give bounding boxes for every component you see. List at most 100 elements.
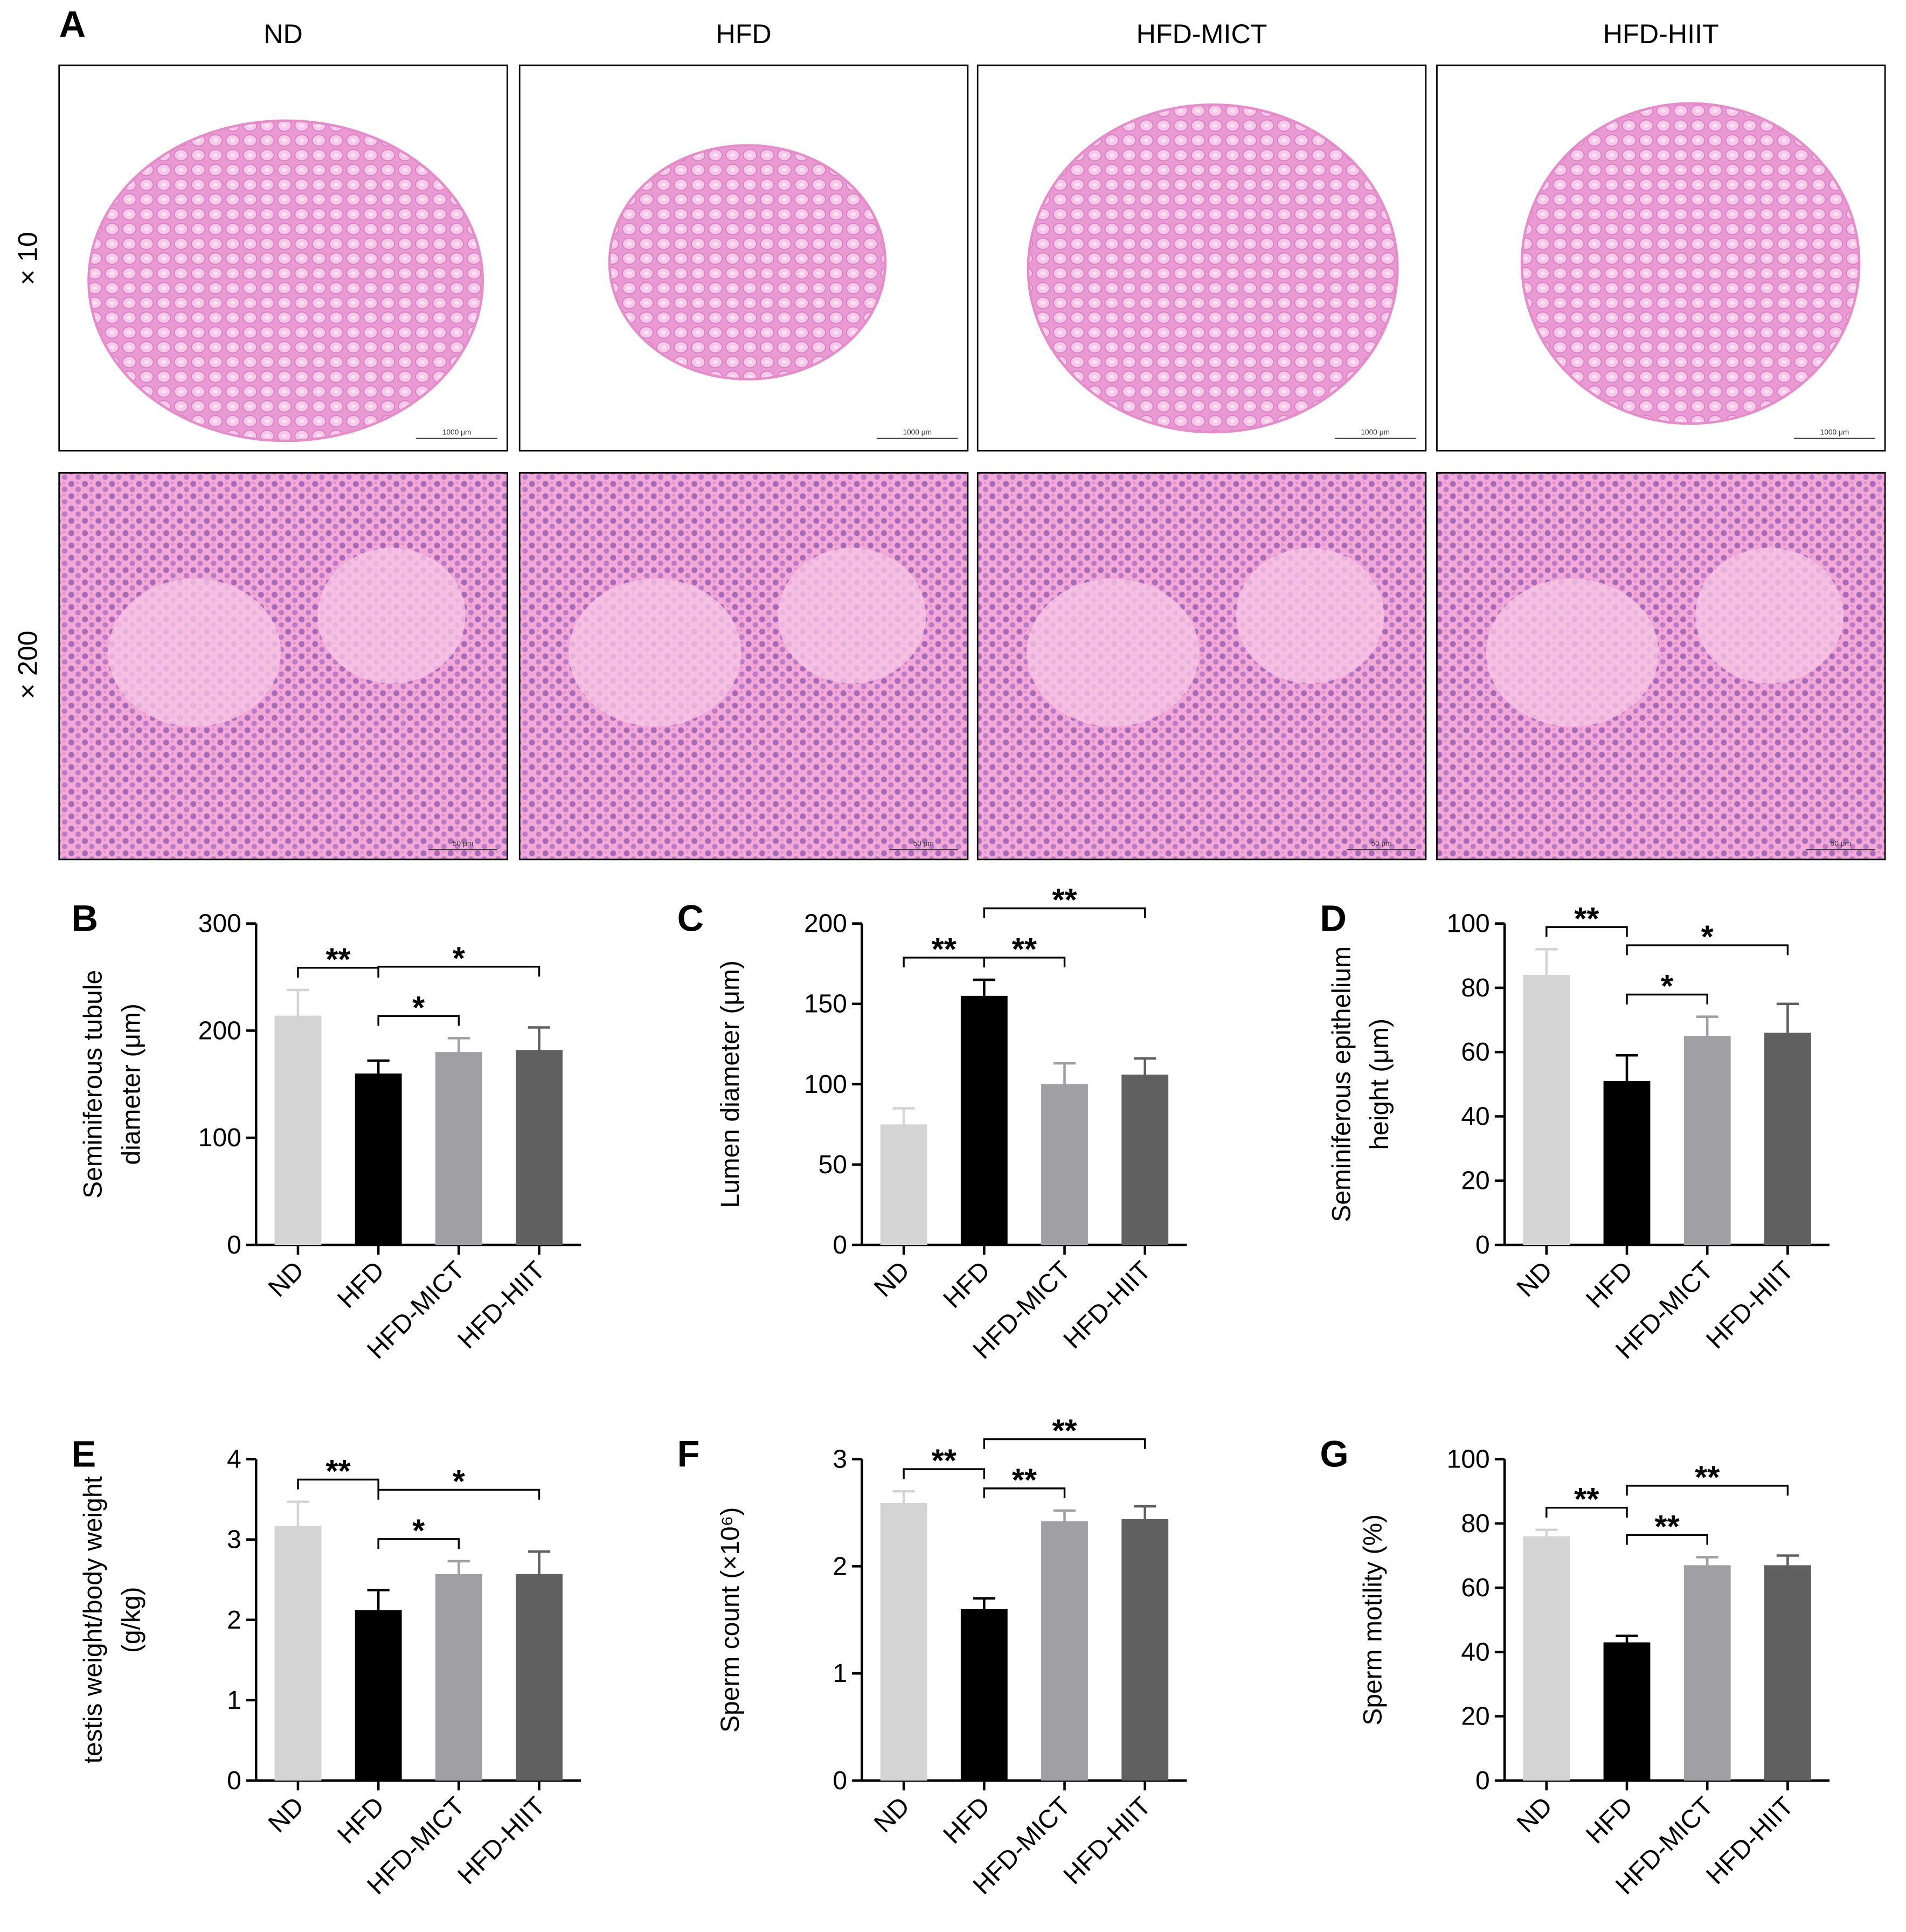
y-axis-label: Seminiferous epithelium	[1327, 946, 1356, 1222]
bar	[516, 1574, 563, 1781]
bar	[1764, 1033, 1811, 1245]
x-tick-label: HFD-HIIT	[1701, 1792, 1799, 1891]
column-label: HFD-HIIT	[1603, 19, 1719, 49]
bar	[1121, 1519, 1169, 1781]
column-label: HFD-MICT	[1136, 19, 1267, 49]
significance-label: *	[453, 940, 466, 976]
y-tick-label: 100	[804, 1070, 847, 1099]
bar	[880, 1503, 927, 1781]
bar	[1041, 1084, 1088, 1245]
significance-label: **	[325, 1453, 351, 1489]
significance-bracket	[983, 957, 1066, 968]
y-tick-label: 20	[1461, 1167, 1489, 1195]
x-tick-label: HFD-HIIT	[1701, 1256, 1799, 1355]
y-tick-label: 2	[833, 1552, 847, 1581]
y-axis-label: Seminiferous tubule	[79, 970, 108, 1199]
significance-bracket	[1545, 1506, 1628, 1518]
scale-label: 1000 μm	[903, 428, 932, 437]
significance-bracket	[1545, 926, 1628, 937]
scale-label: 1000 μm	[442, 428, 472, 437]
significance-label: **	[932, 931, 957, 967]
y-tick-label: 1	[833, 1659, 847, 1688]
y-tick-label: 3	[833, 1445, 847, 1474]
x-tick-label: HFD-HIIT	[1058, 1256, 1157, 1355]
y-tick-label: 200	[198, 1016, 241, 1045]
y-tick-label: 0	[833, 1767, 847, 1795]
x-tick-label: HFD-HIIT	[1058, 1792, 1157, 1891]
bar	[274, 1526, 322, 1781]
tubule-lumen	[1236, 548, 1384, 684]
significance-label: *	[412, 1512, 425, 1548]
significance-bracket	[983, 1487, 1066, 1499]
significance-label: *	[453, 1463, 466, 1499]
significance-bracket	[377, 966, 540, 977]
x-tick-label: HFD-HIIT	[452, 1792, 551, 1891]
row-label: × 10	[13, 232, 43, 285]
significance-label: **	[1052, 1412, 1077, 1449]
bar	[355, 1610, 402, 1781]
y-tick-label: 0	[1475, 1231, 1490, 1259]
y-tick-label: 40	[1461, 1102, 1489, 1131]
bar	[1041, 1521, 1088, 1781]
column-label: ND	[264, 19, 303, 49]
scale-label: 50 μm	[453, 840, 473, 848]
bar	[960, 995, 1008, 1245]
scale-label: 1000 μm	[1820, 428, 1849, 437]
y-tick-label: 60	[1461, 1038, 1489, 1067]
bar	[1523, 1536, 1570, 1781]
tissue-section	[1520, 102, 1861, 425]
tissue-section	[87, 119, 484, 442]
bar	[355, 1073, 402, 1245]
bar	[435, 1052, 482, 1245]
scale-label: 50 μm	[1831, 840, 1851, 848]
x-tick-label: ND	[1512, 1792, 1558, 1838]
bar	[1603, 1642, 1651, 1781]
significance-label: **	[1695, 1459, 1720, 1495]
significance-label: **	[1012, 931, 1037, 967]
significance-label: **	[1574, 1481, 1599, 1517]
bar	[1523, 975, 1570, 1245]
y-tick-label: 200	[804, 910, 847, 938]
tubule-lumen	[108, 578, 281, 727]
bar	[1121, 1074, 1169, 1245]
x-tick-label: HFD	[332, 1256, 390, 1314]
y-axis-label: Sperm count (×10⁶)	[716, 1507, 745, 1733]
bar	[880, 1124, 927, 1245]
y-tick-label: 0	[833, 1231, 847, 1259]
y-tick-label: 0	[227, 1767, 241, 1795]
y-tick-label: 100	[1447, 1445, 1490, 1474]
panel-letter: E	[72, 1433, 96, 1474]
tissue-section	[608, 144, 887, 381]
bar	[1683, 1565, 1731, 1781]
panel-letter: G	[1320, 1433, 1348, 1474]
scale-label: 50 μm	[913, 840, 933, 848]
x-tick-label: ND	[869, 1792, 915, 1838]
row-label: × 200	[13, 631, 43, 699]
bar	[960, 1609, 1008, 1781]
histology-panels: 1000 μm 50 μm 1000 μm 50 μm 1000 μm 50 μm 1000…	[58, 64, 1886, 861]
significance-label: **	[1012, 1462, 1037, 1498]
y-axis-label: (g/kg)	[117, 1587, 145, 1653]
bar	[1764, 1565, 1811, 1781]
bar	[274, 1015, 322, 1245]
significance-label: **	[325, 941, 351, 977]
panel-letter: F	[677, 1433, 700, 1474]
bar	[516, 1050, 563, 1245]
column-label: HFD	[716, 19, 771, 49]
significance-bracket	[983, 907, 1146, 918]
significance-label: *	[412, 989, 425, 1026]
significance-bracket	[377, 1488, 540, 1500]
significance-label: **	[932, 1443, 957, 1479]
significance-bracket	[1626, 993, 1708, 1005]
panel-letter: A	[59, 4, 86, 45]
significance-bracket	[1626, 1485, 1789, 1496]
tubule-lumen	[1695, 548, 1843, 684]
x-tick-label: ND	[263, 1792, 309, 1838]
tubule-lumen	[1027, 578, 1200, 727]
tubule-lumen	[1486, 578, 1659, 727]
significance-label: *	[1701, 919, 1714, 955]
y-tick-label: 3	[227, 1526, 241, 1554]
y-axis-label: Sperm motility (%)	[1359, 1514, 1388, 1726]
bar	[1603, 1081, 1651, 1245]
